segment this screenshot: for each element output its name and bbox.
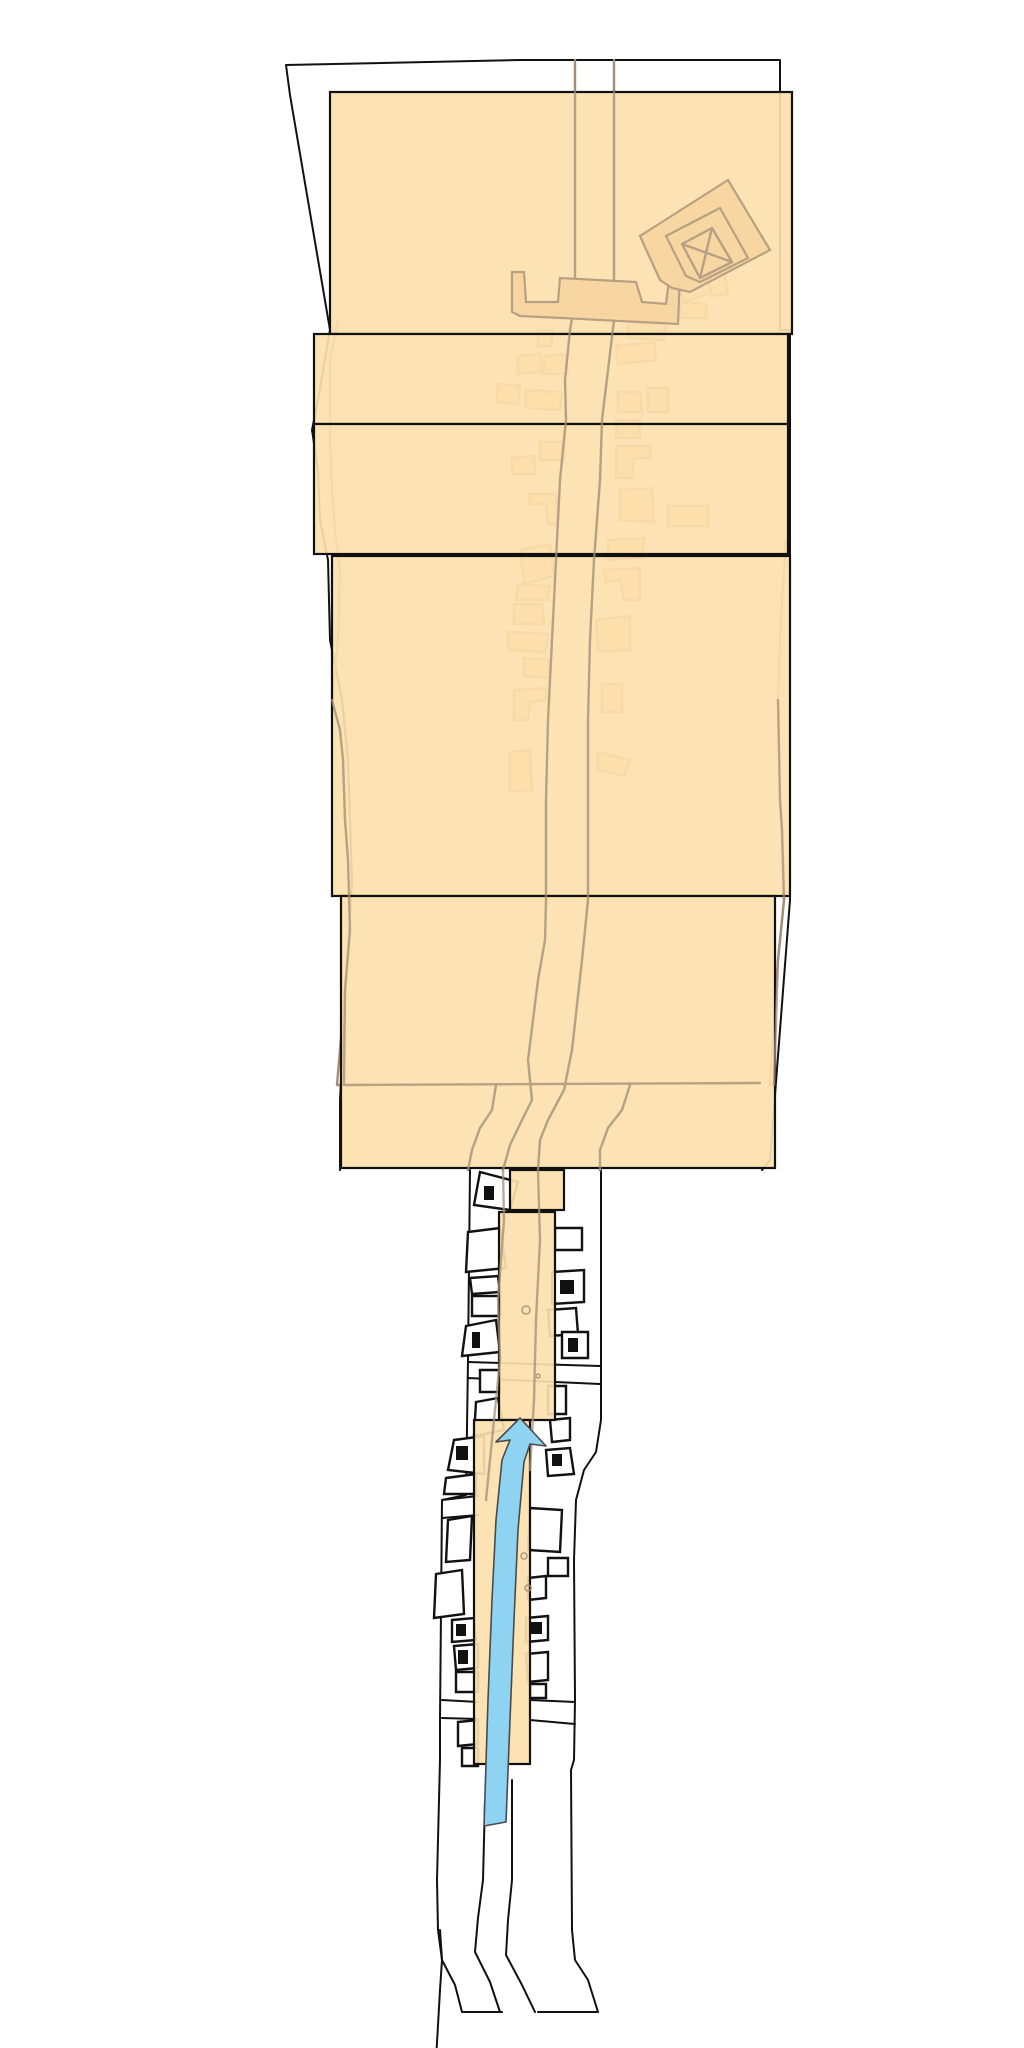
right-buildings	[524, 1226, 590, 1700]
main-road-right-edge-overlay	[528, 90, 616, 1472]
left-buildings	[432, 1170, 520, 1768]
church-tower-overlay	[680, 226, 734, 280]
town-hall-overlay	[510, 270, 682, 326]
lower-corridor-bottom-left	[439, 1929, 503, 2013]
plaza-marker	[535, 1373, 541, 1379]
main-road-left-edge-overlay	[484, 90, 577, 1502]
building-core	[458, 1650, 468, 1664]
building-core	[456, 1446, 468, 1460]
ghost-plan-over-zones	[330, 90, 786, 1592]
zone-3	[312, 422, 790, 556]
secondary-road-right-overlay	[598, 1083, 632, 1172]
building-core	[530, 1622, 542, 1634]
zone-4	[330, 554, 792, 898]
building-core	[552, 1454, 562, 1466]
building-core	[472, 1332, 480, 1348]
building	[432, 1568, 466, 1620]
lower-corridor-right	[570, 1169, 602, 2013]
plaza-marker	[520, 1552, 528, 1560]
building	[553, 1226, 584, 1252]
blue-arrow	[483, 1417, 547, 1827]
inner-path-left	[474, 1799, 501, 2013]
building-core	[568, 1338, 578, 1352]
zone-2	[312, 332, 790, 426]
plaza-marker	[521, 1305, 531, 1315]
inner-path-right	[505, 1779, 536, 2013]
plaza-marker	[524, 1584, 532, 1592]
building	[548, 1416, 572, 1444]
zone-5	[339, 894, 777, 1170]
building	[442, 1472, 478, 1496]
cross-street-3	[441, 1699, 576, 1725]
building	[444, 1514, 474, 1564]
building	[528, 1682, 548, 1700]
building	[526, 1506, 564, 1554]
zone-7	[497, 1210, 557, 1422]
street-outline-plan	[285, 59, 791, 2048]
secondary-road-left-overlay	[466, 1083, 498, 1172]
building-core	[456, 1624, 466, 1636]
building	[470, 1294, 502, 1318]
building-core	[484, 1186, 494, 1200]
inner-zone-outline-overlay	[330, 698, 786, 1087]
building	[468, 1274, 502, 1296]
building-core	[560, 1280, 574, 1294]
highlighted-zones	[312, 90, 794, 1766]
direction-arrow	[483, 1417, 547, 1827]
building	[460, 1318, 502, 1358]
building	[546, 1556, 570, 1578]
